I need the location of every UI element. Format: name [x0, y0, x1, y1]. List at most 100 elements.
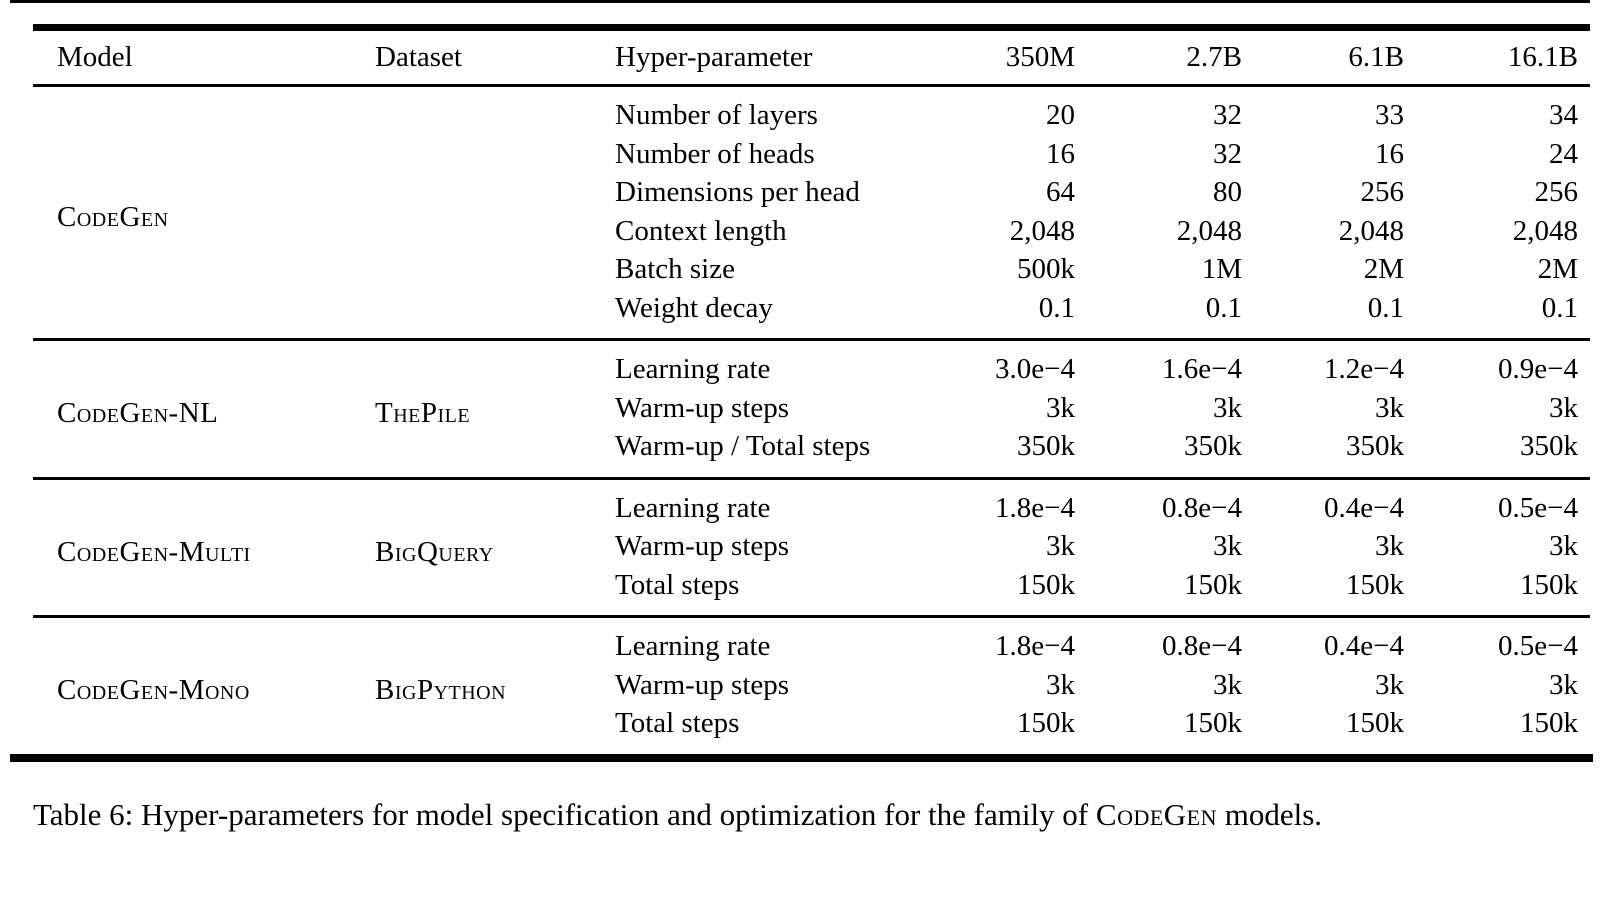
value-cell: 24: [1549, 137, 1578, 170]
caption-text-prefix: Table 6: Hyper-parameters for model spec…: [33, 796, 1096, 832]
hyper-parameter-cell: Learning rate: [615, 630, 771, 662]
column-header-dataset: Dataset: [353, 27, 591, 87]
table-row: Warm-up / Total steps 350k 350k 350k 350k: [33, 427, 1590, 478]
model-name-cell: CodeGen-Multi: [57, 535, 251, 568]
value-cell: 64: [1046, 176, 1075, 208]
hyper-parameter-cell: Warm-up steps: [615, 530, 790, 562]
value-cell: 0.5e−4: [1498, 630, 1578, 662]
value-cell: 1.8e−4: [995, 630, 1075, 662]
value-cell: 1.2e−4: [1324, 353, 1404, 385]
value-cell: 80: [1213, 176, 1242, 208]
value-cell: 350k: [1346, 430, 1404, 462]
model-group: CodeGen Number of layers 20 32 33 34 Number of…: [33, 86, 1590, 340]
value-cell: 0.4e−4: [1324, 491, 1404, 524]
value-cell: 3k: [1549, 668, 1578, 701]
table-row: CodeGen-NL ThePile Learning rate 3.0e−4 1.6e…: [33, 340, 1590, 429]
table-row: Total steps 150k 150k 150k 150k: [33, 566, 1590, 617]
value-cell: 350k: [1184, 430, 1242, 462]
value-cell: 0.1: [1367, 291, 1404, 324]
caption-codegen-name: CodeGen: [1095, 796, 1217, 832]
value-cell: 1M: [1201, 253, 1242, 285]
value-cell: 32: [1213, 137, 1242, 170]
value-cell: 3k: [1213, 668, 1242, 701]
value-cell: 150k: [1346, 568, 1404, 601]
table-row: Batch size 500k 1M 2M 2M: [33, 250, 1590, 289]
value-cell: 16: [1375, 137, 1404, 170]
table-row: Dimensions per head 64 80 256 256: [33, 173, 1590, 212]
value-cell: 0.8e−4: [1162, 630, 1242, 662]
value-cell: 2,048: [1009, 214, 1075, 247]
value-cell: 500k: [1017, 253, 1075, 285]
hyper-parameter-cell: Warm-up / Total steps: [615, 430, 871, 462]
value-cell: 0.1: [1205, 291, 1242, 324]
column-header-2-7b: 2.7B: [1095, 27, 1262, 87]
value-cell: 1.8e−4: [995, 491, 1075, 524]
value-cell: 0.4e−4: [1324, 630, 1404, 662]
value-cell: 20: [1046, 99, 1075, 131]
hyperparameters-table: Model Dataset Hyper-parameter 350M 2.7B …: [33, 24, 1590, 754]
value-cell: 3k: [1213, 530, 1242, 562]
value-cell: 2,048: [1512, 214, 1578, 247]
model-group: CodeGen-Multi BigQuery Learning rate 1.8e−4…: [33, 478, 1590, 617]
dataset-cell: BigQuery: [375, 535, 494, 568]
top-hairline-rule: [10, 0, 1590, 3]
column-header-model: Model: [33, 27, 353, 87]
value-cell: 3k: [1213, 391, 1242, 424]
value-cell: 256: [1360, 176, 1405, 208]
value-cell: 0.1: [1541, 291, 1578, 324]
hyper-parameter-cell: Number of layers: [615, 99, 818, 131]
value-cell: 1.6e−4: [1162, 353, 1242, 385]
hyper-parameter-cell: Weight decay: [615, 291, 773, 324]
table-row: Total steps 150k 150k 150k 150k: [33, 704, 1590, 754]
value-cell: 0.1: [1038, 291, 1075, 324]
hyper-parameter-cell: Learning rate: [615, 353, 771, 385]
value-cell: 32: [1213, 99, 1242, 131]
value-cell: 3k: [1046, 530, 1075, 562]
value-cell: 350k: [1520, 430, 1578, 462]
model-name-cell: CodeGen-NL: [57, 397, 219, 429]
value-cell: 150k: [1520, 568, 1578, 601]
header-row: Model Dataset Hyper-parameter 350M 2.7B …: [33, 27, 1590, 87]
value-cell: 33: [1375, 99, 1404, 131]
model-group: CodeGen-NL ThePile Learning rate 3.0e−4 1.6e…: [33, 339, 1590, 479]
hyper-parameter-cell: Dimensions per head: [615, 176, 860, 208]
value-cell: 2M: [1537, 253, 1578, 285]
table-header: Model Dataset Hyper-parameter 350M 2.7B …: [33, 27, 1590, 87]
column-header-hyper-parameter: Hyper-parameter: [591, 27, 943, 87]
value-cell: 150k: [1520, 707, 1578, 739]
value-cell: 2M: [1363, 253, 1404, 285]
table-caption: Table 6: Hyper-parameters for model spec…: [33, 794, 1590, 835]
value-cell: 16: [1046, 137, 1075, 170]
value-cell: 3k: [1046, 391, 1075, 424]
hyper-parameter-cell: Warm-up steps: [615, 391, 790, 424]
hyper-parameter-cell: Batch size: [615, 253, 735, 285]
value-cell: 150k: [1184, 707, 1242, 739]
table-row: Weight decay 0.1 0.1 0.1 0.1: [33, 289, 1590, 340]
dataset-cell: [353, 86, 591, 340]
value-cell: 150k: [1184, 568, 1242, 601]
model-name-cell: CodeGen: [57, 200, 169, 233]
table-row: Context length 2,048 2,048 2,048 2,048: [33, 212, 1590, 251]
hyper-parameter-cell: Total steps: [615, 707, 740, 739]
table-row: Warm-up steps 3k 3k 3k 3k: [33, 389, 1590, 428]
value-cell: 34: [1549, 99, 1578, 131]
value-cell: 3k: [1375, 391, 1404, 424]
value-cell: 3k: [1549, 530, 1578, 562]
table-row: CodeGen Number of layers 20 32 33 34: [33, 86, 1590, 233]
dataset-cell: BigPython: [375, 674, 507, 706]
hyper-parameter-cell: Context length: [615, 214, 787, 247]
value-cell: 0.5e−4: [1498, 491, 1578, 524]
hyper-parameter-cell: Total steps: [615, 568, 740, 601]
column-header-6-1b: 6.1B: [1262, 27, 1424, 87]
value-cell: 150k: [1017, 707, 1075, 739]
value-cell: 150k: [1017, 568, 1075, 601]
value-cell: 0.9e−4: [1498, 353, 1578, 385]
value-cell: 0.8e−4: [1162, 491, 1242, 524]
value-cell: 3k: [1549, 391, 1578, 424]
table-row: Warm-up steps 3k 3k 3k 3k: [33, 527, 1590, 566]
bottom-rule: [10, 753, 1593, 762]
value-cell: 256: [1534, 176, 1579, 208]
value-cell: 3k: [1375, 668, 1404, 701]
table-row: Number of heads 16 32 16 24: [33, 135, 1590, 174]
